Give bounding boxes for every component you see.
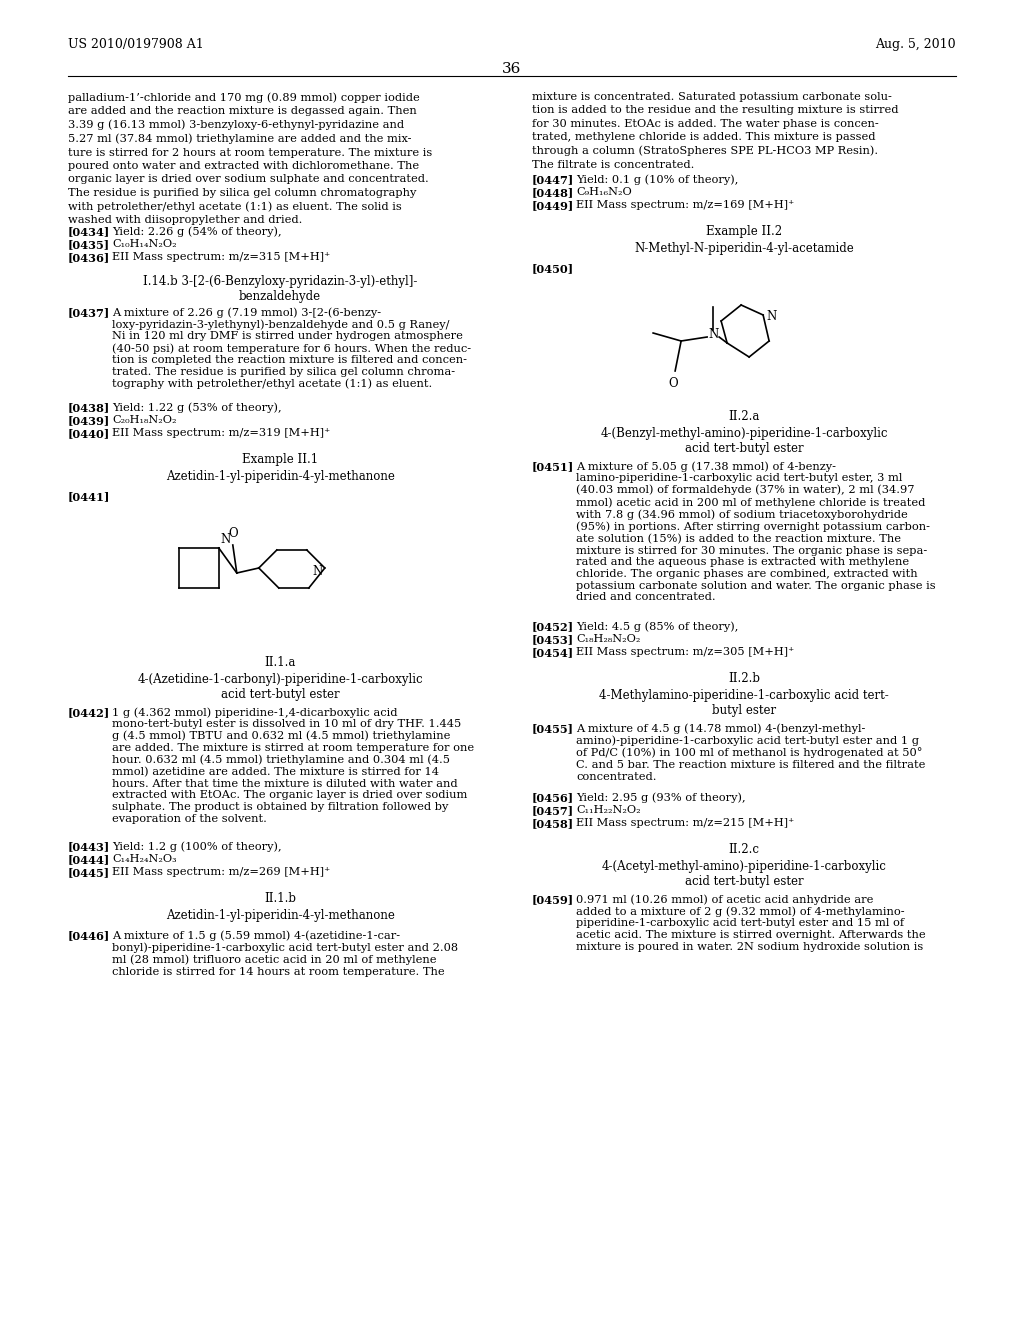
Text: palladium-1’-chloride and 170 mg (0.89 mmol) copper iodide
are added and the rea: palladium-1’-chloride and 170 mg (0.89 m… <box>68 92 432 226</box>
Text: 36: 36 <box>503 62 521 77</box>
Text: C₁₈H₂₈N₂O₂: C₁₈H₂₈N₂O₂ <box>575 634 640 644</box>
Text: EII Mass spectrum: m/z=269 [M+H]⁺: EII Mass spectrum: m/z=269 [M+H]⁺ <box>112 867 331 876</box>
Text: Example II.2: Example II.2 <box>706 224 782 238</box>
Text: N: N <box>312 565 323 578</box>
Text: [0448]: [0448] <box>532 187 574 198</box>
Text: 0.971 ml (10.26 mmol) of acetic acid anhydride are
added to a mixture of 2 g (9.: 0.971 ml (10.26 mmol) of acetic acid anh… <box>575 894 926 952</box>
Text: Yield: 0.1 g (10% of theory),: Yield: 0.1 g (10% of theory), <box>575 174 738 185</box>
Text: [0458]: [0458] <box>532 818 574 829</box>
Text: [0456]: [0456] <box>532 792 574 803</box>
Text: [0459]: [0459] <box>532 894 574 906</box>
Text: Azetidin-1-yl-piperidin-4-yl-methanone: Azetidin-1-yl-piperidin-4-yl-methanone <box>166 909 394 921</box>
Text: [0437]: [0437] <box>68 308 111 318</box>
Text: [0443]: [0443] <box>68 841 111 851</box>
Text: mixture is concentrated. Saturated potassium carbonate solu-
tion is added to th: mixture is concentrated. Saturated potas… <box>532 92 898 169</box>
Text: C₁₀H₁₄N₂O₂: C₁₀H₁₄N₂O₂ <box>112 239 176 249</box>
Text: [0445]: [0445] <box>68 867 111 878</box>
Text: A mixture of 2.26 g (7.19 mmol) 3-[2-(6-benzy-
loxy-pyridazin-3-ylethynyl)-benza: A mixture of 2.26 g (7.19 mmol) 3-[2-(6-… <box>112 308 471 389</box>
Text: II.1.b: II.1.b <box>264 892 296 906</box>
Text: I.14.b 3-[2-(6-Benzyloxy-pyridazin-3-yl)-ethyl]-
benzaldehyde: I.14.b 3-[2-(6-Benzyloxy-pyridazin-3-yl)… <box>142 275 417 304</box>
Text: EII Mass spectrum: m/z=315 [M+H]⁺: EII Mass spectrum: m/z=315 [M+H]⁺ <box>112 252 331 261</box>
Text: 4-(Acetyl-methyl-amino)-piperidine-1-carboxylic
acid tert-butyl ester: 4-(Acetyl-methyl-amino)-piperidine-1-car… <box>601 861 887 888</box>
Text: C₁₁H₂₂N₂O₂: C₁₁H₂₂N₂O₂ <box>575 805 641 814</box>
Text: 4-Methylamino-piperidine-1-carboxylic acid tert-
butyl ester: 4-Methylamino-piperidine-1-carboxylic ac… <box>599 689 889 717</box>
Text: [0449]: [0449] <box>532 201 574 211</box>
Text: Yield: 2.26 g (54% of theory),: Yield: 2.26 g (54% of theory), <box>112 226 282 236</box>
Text: [0436]: [0436] <box>68 252 111 263</box>
Text: EII Mass spectrum: m/z=169 [M+H]⁺: EII Mass spectrum: m/z=169 [M+H]⁺ <box>575 201 795 210</box>
Text: N: N <box>766 310 776 323</box>
Text: 1 g (4.362 mmol) piperidine-1,4-dicarboxylic acid
mono-tert-butyl ester is disso: 1 g (4.362 mmol) piperidine-1,4-dicarbox… <box>112 708 474 824</box>
Text: O: O <box>669 378 678 389</box>
Text: N: N <box>221 533 231 546</box>
Text: Aug. 5, 2010: Aug. 5, 2010 <box>876 38 956 51</box>
Text: O: O <box>228 527 238 540</box>
Text: A mixture of 1.5 g (5.59 mmol) 4-(azetidine-1-car-
bonyl)-piperidine-1-carboxyli: A mixture of 1.5 g (5.59 mmol) 4-(azetid… <box>112 931 458 977</box>
Text: Azetidin-1-yl-piperidin-4-yl-methanone: Azetidin-1-yl-piperidin-4-yl-methanone <box>166 470 394 483</box>
Text: [0439]: [0439] <box>68 414 111 426</box>
Text: [0451]: [0451] <box>532 461 574 473</box>
Text: Yield: 1.2 g (100% of theory),: Yield: 1.2 g (100% of theory), <box>112 841 282 851</box>
Text: N: N <box>708 329 718 342</box>
Text: [0452]: [0452] <box>532 620 574 632</box>
Text: Yield: 2.95 g (93% of theory),: Yield: 2.95 g (93% of theory), <box>575 792 745 803</box>
Text: [0447]: [0447] <box>532 174 574 185</box>
Text: A mixture of 4.5 g (14.78 mmol) 4-(benzyl-methyl-
amino)-piperidine-1-carboxylic: A mixture of 4.5 g (14.78 mmol) 4-(benzy… <box>575 723 926 781</box>
Text: II.2.b: II.2.b <box>728 672 760 685</box>
Text: [0444]: [0444] <box>68 854 111 865</box>
Text: EII Mass spectrum: m/z=215 [M+H]⁺: EII Mass spectrum: m/z=215 [M+H]⁺ <box>575 818 795 828</box>
Text: II.2.c: II.2.c <box>728 843 760 855</box>
Text: [0457]: [0457] <box>532 805 574 816</box>
Text: 4-(Azetidine-1-carbonyl)-piperidine-1-carboxylic
acid tert-butyl ester: 4-(Azetidine-1-carbonyl)-piperidine-1-ca… <box>137 673 423 701</box>
Text: Yield: 1.22 g (53% of theory),: Yield: 1.22 g (53% of theory), <box>112 403 282 413</box>
Text: [0442]: [0442] <box>68 708 111 718</box>
Text: [0446]: [0446] <box>68 931 111 941</box>
Text: [0440]: [0440] <box>68 428 111 440</box>
Text: A mixture of 5.05 g (17.38 mmol) of 4-benzy-
lamino-piperidine-1-carboxylic acid: A mixture of 5.05 g (17.38 mmol) of 4-be… <box>575 461 936 602</box>
Text: [0450]: [0450] <box>532 263 574 275</box>
Text: C₉H₁₆N₂O: C₉H₁₆N₂O <box>575 187 632 197</box>
Text: 4-(Benzyl-methyl-amino)-piperidine-1-carboxylic
acid tert-butyl ester: 4-(Benzyl-methyl-amino)-piperidine-1-car… <box>600 426 888 455</box>
Text: [0438]: [0438] <box>68 403 111 413</box>
Text: Example II.1: Example II.1 <box>242 453 318 466</box>
Text: N-Methyl-N-piperidin-4-yl-acetamide: N-Methyl-N-piperidin-4-yl-acetamide <box>634 242 854 255</box>
Text: C₂₀H₁₈N₂O₂: C₂₀H₁₈N₂O₂ <box>112 414 176 425</box>
Text: II.2.a: II.2.a <box>728 411 760 422</box>
Text: US 2010/0197908 A1: US 2010/0197908 A1 <box>68 38 204 51</box>
Text: [0455]: [0455] <box>532 723 574 734</box>
Text: II.1.a: II.1.a <box>264 656 296 669</box>
Text: [0453]: [0453] <box>532 634 574 645</box>
Text: [0435]: [0435] <box>68 239 111 249</box>
Text: Yield: 4.5 g (85% of theory),: Yield: 4.5 g (85% of theory), <box>575 620 738 631</box>
Text: [0441]: [0441] <box>68 491 111 502</box>
Text: C₁₄H₂₄N₂O₃: C₁₄H₂₄N₂O₃ <box>112 854 176 865</box>
Text: EII Mass spectrum: m/z=319 [M+H]⁺: EII Mass spectrum: m/z=319 [M+H]⁺ <box>112 428 331 438</box>
Text: [0434]: [0434] <box>68 226 111 238</box>
Text: EII Mass spectrum: m/z=305 [M+H]⁺: EII Mass spectrum: m/z=305 [M+H]⁺ <box>575 647 795 657</box>
Text: [0454]: [0454] <box>532 647 574 657</box>
